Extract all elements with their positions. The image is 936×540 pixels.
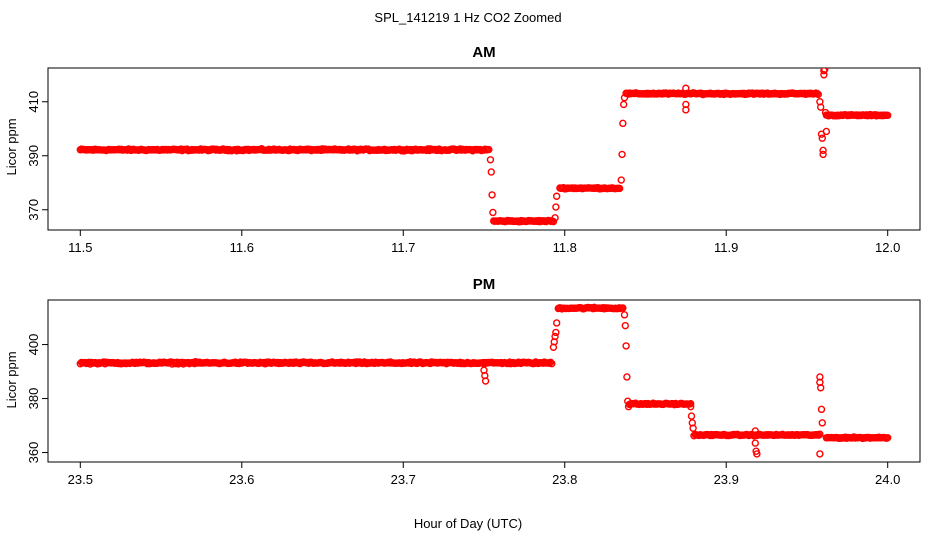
am-data-point bbox=[822, 127, 831, 136]
am-x-tick-label: 11.7 bbox=[391, 240, 415, 255]
pm-data-point bbox=[552, 319, 561, 327]
am-data-point bbox=[813, 89, 821, 98]
am-x-tick-label: 11.6 bbox=[230, 240, 254, 255]
pm-data-point bbox=[546, 358, 555, 367]
pm-data-point bbox=[687, 412, 696, 420]
pm-data-point bbox=[751, 439, 759, 447]
am-data-point bbox=[486, 156, 495, 164]
am-data-point bbox=[549, 217, 558, 226]
pm-x-tick-label: 23.6 bbox=[229, 472, 254, 487]
am-data-point bbox=[682, 106, 690, 114]
am-data-point bbox=[488, 191, 496, 199]
pm-x-tick-label: 23.5 bbox=[68, 472, 93, 487]
pm-data-point bbox=[552, 328, 560, 337]
pm-data-point bbox=[818, 419, 826, 427]
figure-x-axis-label: Hour of Day (UTC) bbox=[414, 516, 522, 531]
pm-data-point bbox=[816, 450, 824, 458]
am-y-tick-label: 390 bbox=[26, 145, 41, 167]
am-x-tick-label: 11.5 bbox=[68, 240, 92, 255]
pm-x-tick-label: 23.9 bbox=[714, 472, 739, 487]
pm-data-point bbox=[548, 359, 556, 368]
am-data-point bbox=[821, 68, 829, 74]
am-data-point bbox=[487, 168, 495, 176]
am-data-point bbox=[884, 111, 892, 120]
pm-panel: PM Licor ppm 23.5 23.6 23.7 23.8 23.9 24.0 360… bbox=[4, 276, 921, 487]
pm-y-tick-label: 380 bbox=[26, 388, 41, 410]
am-data-point bbox=[814, 90, 822, 99]
am-plot-frame bbox=[47, 67, 921, 231]
pm-data-point bbox=[816, 430, 824, 438]
am-data-point bbox=[619, 100, 628, 109]
pm-data-point bbox=[816, 384, 825, 392]
pm-x-tick-label: 23.8 bbox=[552, 472, 577, 487]
pm-data-point bbox=[624, 402, 633, 411]
pm-data-point bbox=[620, 311, 629, 319]
am-data-point bbox=[819, 150, 827, 159]
figure-title: SPL_141219 1 Hz CO2 Zoomed bbox=[374, 10, 561, 25]
pm-data-point bbox=[481, 377, 490, 385]
pm-y-axis-label: Licor ppm bbox=[4, 351, 19, 408]
pm-panel-title: PM bbox=[473, 276, 496, 293]
pm-plot-frame bbox=[47, 299, 921, 463]
am-data-points bbox=[76, 68, 892, 226]
pm-x-tick-label: 24.0 bbox=[875, 472, 900, 487]
pm-data-point bbox=[753, 450, 761, 458]
am-data-point bbox=[485, 145, 493, 154]
am-data-point bbox=[682, 84, 690, 92]
am-x-tick-label: 12.0 bbox=[875, 240, 900, 255]
am-data-point bbox=[618, 150, 626, 159]
pm-data-point bbox=[687, 399, 695, 408]
am-data-point bbox=[821, 108, 830, 117]
pm-y-tick-label: 400 bbox=[26, 334, 41, 356]
am-data-point bbox=[818, 134, 826, 142]
pm-data-point bbox=[480, 359, 488, 368]
am-panel-title: AM bbox=[472, 44, 495, 61]
am-data-point bbox=[816, 103, 825, 111]
pm-data-point bbox=[817, 405, 826, 414]
am-panel: AM Licor ppm 11.5 11.6 11.7 11.8 11.9 12.0 370… bbox=[4, 44, 921, 255]
am-y-axis-label: Licor ppm bbox=[4, 118, 19, 175]
am-data-point bbox=[551, 214, 559, 222]
am-data-point bbox=[615, 184, 624, 193]
pm-data-point bbox=[551, 332, 559, 341]
am-data-point bbox=[489, 208, 497, 217]
pm-data-point bbox=[689, 424, 697, 432]
pm-data-point bbox=[884, 434, 892, 442]
pm-data-point bbox=[623, 373, 631, 381]
pm-y-tick-label: 360 bbox=[26, 442, 41, 464]
am-data-point bbox=[552, 192, 561, 200]
pm-data-point bbox=[687, 402, 695, 411]
am-data-point bbox=[819, 146, 827, 155]
am-data-point bbox=[552, 203, 560, 211]
pm-x-tick-label: 23.7 bbox=[391, 472, 416, 487]
am-data-point bbox=[617, 176, 625, 184]
pm-data-point bbox=[619, 304, 627, 312]
am-x-tick-label: 11.8 bbox=[553, 240, 577, 255]
pm-data-point bbox=[621, 321, 629, 330]
am-data-point bbox=[620, 93, 629, 102]
am-x-tick-label: 11.9 bbox=[714, 240, 738, 255]
am-data-point bbox=[619, 119, 627, 128]
pm-data-points bbox=[76, 303, 892, 458]
pm-data-point bbox=[622, 342, 630, 350]
am-y-tick-label: 410 bbox=[26, 91, 41, 113]
pm-data-point bbox=[751, 427, 759, 435]
am-y-tick-label: 370 bbox=[26, 199, 41, 221]
